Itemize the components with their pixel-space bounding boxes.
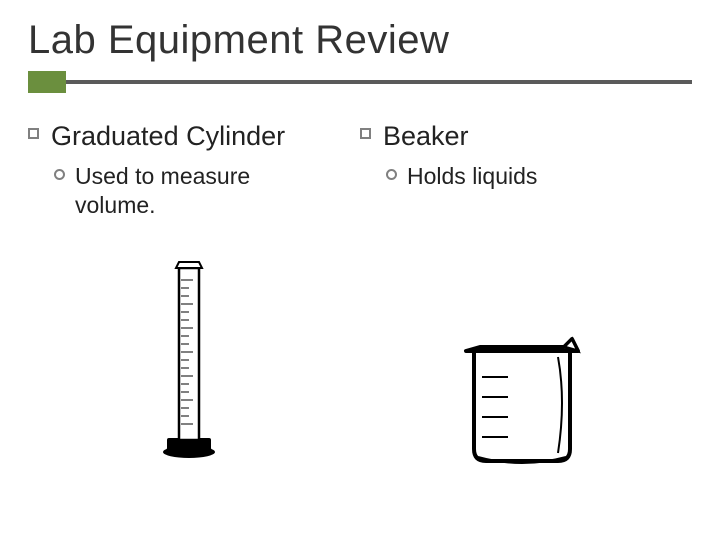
column-right: Beaker Holds liquids (360, 121, 692, 521)
page-title: Lab Equipment Review (28, 18, 692, 63)
title-rule (28, 71, 692, 93)
column-left: Graduated Cylinder Used to measure volum… (28, 121, 360, 521)
sub-row: Holds liquids (386, 162, 682, 191)
square-bullet-icon (360, 128, 371, 139)
circle-bullet-icon (386, 169, 397, 180)
horizontal-rule (66, 80, 692, 84)
heading-row: Graduated Cylinder (28, 121, 350, 152)
column-subtext: Holds liquids (407, 162, 537, 191)
square-bullet-icon (28, 128, 39, 139)
column-heading: Graduated Cylinder (51, 121, 285, 152)
column-heading: Beaker (383, 121, 469, 152)
heading-row: Beaker (360, 121, 682, 152)
column-subtext: Used to measure volume. (75, 162, 305, 220)
accent-block (28, 71, 66, 93)
beaker-icon (446, 321, 596, 471)
slide: Lab Equipment Review Graduated Cylinder … (0, 0, 720, 540)
circle-bullet-icon (54, 169, 65, 180)
sub-row: Used to measure volume. (54, 162, 350, 220)
content-columns: Graduated Cylinder Used to measure volum… (28, 121, 692, 521)
figure-graduated-cylinder (28, 250, 350, 460)
graduated-cylinder-icon (149, 260, 229, 460)
figure-beaker (360, 261, 682, 471)
